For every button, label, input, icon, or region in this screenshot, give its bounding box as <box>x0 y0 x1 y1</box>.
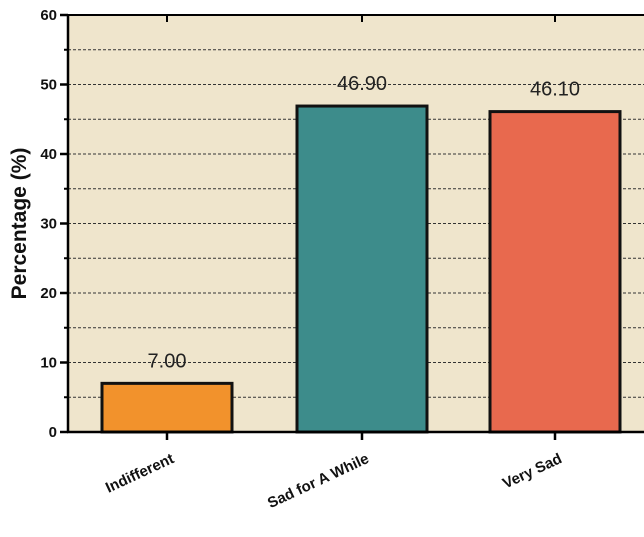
category-label-1: Sad for A While <box>265 450 372 512</box>
data-label-2: 46.10 <box>530 79 580 101</box>
y-tick-label-40: 40 <box>40 146 57 163</box>
y-tick-label-50: 50 <box>40 77 57 94</box>
y-axis-title: Percentage (%) <box>8 148 31 300</box>
y-tick-label-60: 60 <box>40 7 57 24</box>
bar-sad-for-a-while <box>295 104 429 434</box>
bar-indifferent <box>100 381 234 434</box>
axes <box>60 13 644 440</box>
y-tick-label-20: 20 <box>40 285 57 302</box>
bar-very-sad <box>488 110 622 434</box>
data-label-1: 46.90 <box>337 73 387 95</box>
y-tick-label-30: 30 <box>40 216 57 233</box>
y-tick-label-10: 10 <box>40 355 57 372</box>
category-label-2: Very Sad <box>500 450 565 492</box>
y-tick-label-0: 0 <box>49 424 57 441</box>
data-label-0: 7.00 <box>148 350 187 372</box>
category-label-0: Indifferent <box>103 450 177 496</box>
bars <box>100 104 622 434</box>
